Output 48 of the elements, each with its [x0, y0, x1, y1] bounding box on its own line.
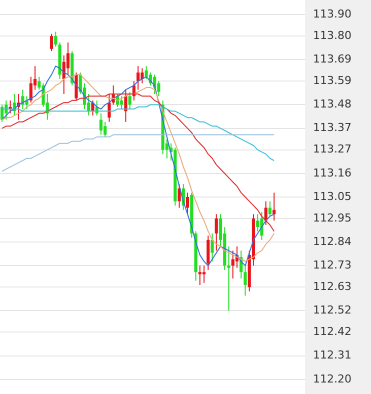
y-tick-label: 113.90: [313, 7, 352, 20]
y-tick-label: 112.84: [313, 234, 352, 248]
candlestick: [91, 100, 94, 116]
candlestick: [104, 121, 107, 138]
candlestick: [108, 94, 111, 122]
candlestick: [244, 265, 247, 296]
candlestick: [136, 66, 140, 90]
candlestick: [50, 33, 54, 52]
candlestick: [260, 212, 264, 240]
candlestick: [206, 235, 210, 270]
y-tick-label: 113.80: [313, 28, 352, 42]
candlestick: [214, 214, 218, 252]
candlestick: [124, 89, 128, 122]
y-tick-label: 113.59: [313, 74, 352, 87]
candlestick: [128, 91, 132, 110]
y-tick-label: 113.37: [313, 121, 352, 134]
y-tick-label: 113.05: [313, 190, 352, 203]
candlestick: [74, 72, 78, 101]
y-tick-label: 112.31: [313, 348, 352, 362]
candlestick: [268, 200, 272, 217]
y-tick-label: 112.63: [313, 280, 352, 293]
candlestick: [186, 192, 190, 215]
candlestick: [54, 31, 58, 48]
candlestick: [227, 246, 230, 312]
y-tick-label: 113.16: [313, 166, 352, 180]
candlestick: [120, 96, 124, 110]
candlestick: [144, 66, 148, 80]
candlestick: [231, 250, 234, 280]
candlestick: [256, 214, 260, 232]
candlestick: [198, 265, 202, 286]
candlestick: [140, 68, 144, 84]
y-tick-label: 112.73: [313, 258, 352, 272]
candlestick: [272, 192, 276, 222]
candlestick: [66, 42, 70, 76]
y-tick-label: 112.95: [313, 211, 352, 224]
y-tick-label: 113.48: [313, 98, 352, 111]
y-tick-label: 112.52: [313, 304, 352, 317]
candlestick: [202, 265, 206, 284]
candlestick: [99, 112, 103, 136]
candlestick: [178, 184, 181, 208]
candlestick: [157, 80, 160, 97]
y-tick-label: 112.42: [313, 325, 352, 338]
candlestick: [4, 100, 8, 120]
y-tick-label: 113.27: [313, 142, 352, 156]
y-tick-label: 112.20: [313, 372, 352, 386]
candlestick: [29, 76, 32, 104]
y-tick-label: 113.69: [313, 52, 352, 66]
candlestick: [210, 232, 214, 262]
